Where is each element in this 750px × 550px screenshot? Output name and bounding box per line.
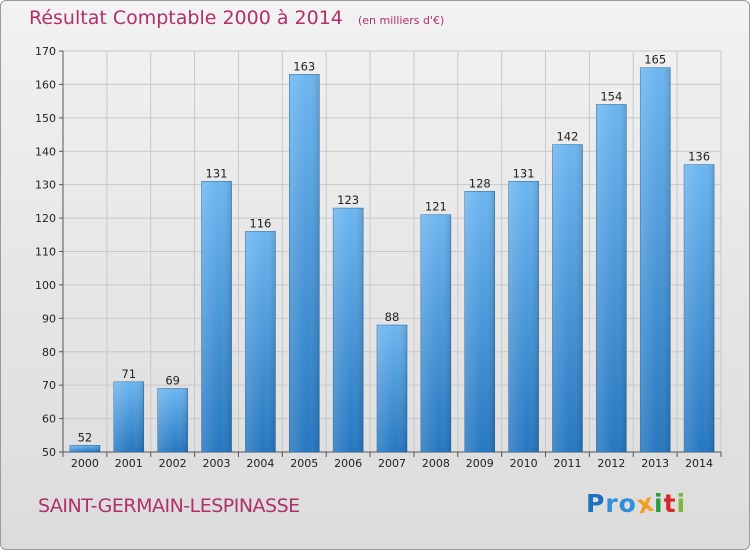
bar-value-label: 121 <box>425 200 447 214</box>
x-tick-label: 2000 <box>71 457 99 470</box>
logo-letter: i <box>676 489 687 518</box>
bar-value-label: 116 <box>249 216 271 230</box>
bar-shade <box>508 181 539 452</box>
chart-title: Résultat Comptable 2000 à 2014 (en milli… <box>29 7 444 29</box>
bar-value-label: 71 <box>121 367 136 381</box>
y-tick-label: 120 <box>35 212 56 225</box>
bar-2004 <box>245 231 276 453</box>
value-labels: 52 71 69 131 116 163 123 88 121 128 131 142 154 165 13… <box>78 53 710 445</box>
logo-letter: P <box>586 489 606 518</box>
logo-letter: t <box>663 489 677 518</box>
bar-value-label: 52 <box>78 430 93 444</box>
bar-shade <box>69 445 100 452</box>
bar-2013 <box>639 67 671 453</box>
bar-shade <box>420 214 451 452</box>
bar-shade <box>333 208 364 452</box>
x-tick-label: 2002 <box>159 457 187 470</box>
bar-shade <box>596 104 627 452</box>
x-tick-label: 2010 <box>510 457 538 470</box>
bar-value-label: 131 <box>513 166 535 180</box>
bar-shade <box>552 144 583 453</box>
x-tick-label: 2014 <box>685 457 713 470</box>
y-tick-label: 160 <box>35 78 56 91</box>
y-tick-label: 60 <box>42 413 56 426</box>
bar-value-label: 142 <box>556 130 578 144</box>
bar-shade <box>640 67 671 452</box>
bar-shade <box>464 191 495 452</box>
bar-value-label: 163 <box>293 59 315 73</box>
y-tick-label: 90 <box>42 312 56 325</box>
bar-2005 <box>289 74 320 453</box>
bar-shade <box>377 325 407 452</box>
title-unit: (en milliers d'€) <box>357 14 445 27</box>
bar-2006 <box>332 207 364 453</box>
bar-shade <box>245 231 276 452</box>
proxiti-logo: Proxiti <box>586 488 687 520</box>
bar-shade <box>684 164 715 452</box>
y-tick-label: 150 <box>35 112 56 125</box>
bar-value-label: 69 <box>165 374 180 388</box>
bar-2007 <box>376 324 408 453</box>
x-tick-label: 2001 <box>115 457 143 470</box>
bar-2012 <box>596 104 627 453</box>
bar-shade <box>113 381 144 452</box>
x-tick-label: 2008 <box>422 457 450 470</box>
bar-2008 <box>420 214 452 453</box>
y-tick-label: 110 <box>35 246 56 259</box>
bar-value-label: 131 <box>206 166 228 180</box>
bar-2014 <box>683 164 715 453</box>
y-tick-label: 170 <box>35 45 56 58</box>
bars <box>69 67 715 453</box>
logo-letter: o <box>618 489 637 518</box>
y-tick-label: 130 <box>35 179 56 192</box>
bar-2000 <box>69 445 101 453</box>
y-tick-label: 100 <box>35 279 56 292</box>
bar-value-label: 154 <box>600 89 622 103</box>
bar-shade <box>157 388 188 452</box>
y-tick-label: 50 <box>42 446 56 459</box>
x-tick-label: 2013 <box>641 457 669 470</box>
x-tick-label: 2004 <box>246 457 274 470</box>
logo-letter: i <box>654 489 664 518</box>
bar-2010 <box>508 181 539 453</box>
bar-2011 <box>552 144 583 453</box>
bar-value-label: 128 <box>469 176 491 190</box>
x-tick-label: 2006 <box>334 457 362 470</box>
bar-value-label: 165 <box>644 53 666 67</box>
bar-value-label: 136 <box>688 150 710 164</box>
bar-value-label: 123 <box>337 193 359 207</box>
logo-letter: r <box>605 489 619 518</box>
x-tick-label: 2005 <box>290 457 318 470</box>
x-tick-label: 2009 <box>466 457 494 470</box>
title-main: Résultat Comptable 2000 à 2014 <box>29 7 343 29</box>
y-tick-label: 80 <box>42 346 56 359</box>
x-tick-label: 2003 <box>203 457 231 470</box>
x-tick-label: 2012 <box>597 457 625 470</box>
bar-shade <box>201 181 232 452</box>
bar-shade <box>289 74 320 453</box>
y-tick-label: 140 <box>35 145 56 158</box>
bar-value-label: 88 <box>385 310 400 324</box>
x-tick-labels: 2000 2001 2002 2003 2004 2005 2006 2007 2008 2009… <box>71 457 713 470</box>
x-tick-label: 2007 <box>378 457 406 470</box>
place-name: SAINT-GERMAIN-LESPINASSE <box>38 495 300 517</box>
bar-2001 <box>113 381 145 453</box>
bar-2003 <box>201 181 232 453</box>
bar-2002 <box>157 388 188 453</box>
y-tick-label: 70 <box>42 379 56 392</box>
bar-2009 <box>464 191 495 453</box>
x-tick-label: 2011 <box>553 457 581 470</box>
y-tick-labels: 50 60 70 80 90 100 110 120 130 140 150 160 170 <box>35 45 56 459</box>
